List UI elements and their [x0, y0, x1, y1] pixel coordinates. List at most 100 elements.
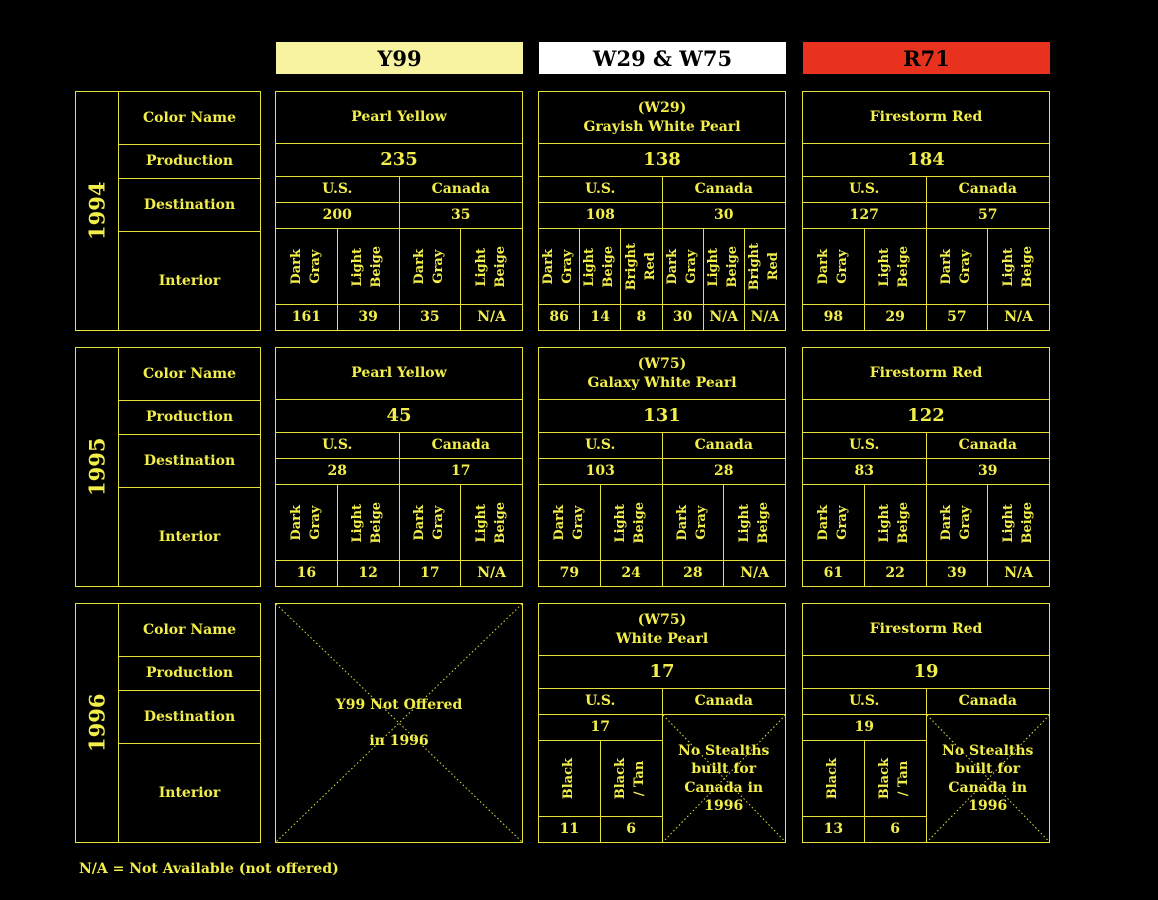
- canada-not-built-cell: No Stealths built for Canada in 1996: [662, 715, 786, 842]
- interior-count: 98: [803, 305, 864, 330]
- dest-us-label: U.S.: [803, 689, 926, 714]
- interior-name: Light Beige: [877, 501, 912, 544]
- interior-name: Light Beige: [473, 501, 508, 544]
- interior-cell: Black: [539, 741, 600, 816]
- dest-us-count: 127: [803, 203, 926, 228]
- interior-count: 30: [662, 305, 703, 330]
- header-w29-w75: W29 & W75: [539, 42, 786, 74]
- interior-cell: Light Beige: [600, 485, 662, 560]
- dest-us-count: 19: [803, 715, 926, 740]
- row-label-destination: Destination: [119, 179, 260, 231]
- production-count: 184: [803, 144, 1049, 176]
- color-panel: Y99 Not Offered in 1996: [275, 603, 523, 843]
- year-block-labels: 1994 Color Name Production Destination Inter…: [75, 91, 261, 331]
- interior-name: Dark Gray: [551, 504, 586, 541]
- dest-us-count: 103: [539, 459, 662, 484]
- interior-cell: Light Beige: [864, 485, 926, 560]
- interior-count: 13: [803, 817, 864, 842]
- interior-count: 57: [926, 305, 988, 330]
- interior-cell: Dark Gray: [276, 485, 337, 560]
- interior-name: Light Beige: [1000, 245, 1035, 288]
- row-label-color-name: Color Name: [119, 92, 260, 144]
- interior-name: Dark Gray: [939, 248, 973, 285]
- cross-out-mark: [927, 715, 1050, 842]
- interior-count: N/A: [461, 561, 522, 586]
- interior-cell: Light Beige: [988, 229, 1049, 304]
- interior-name: Bright Red: [623, 242, 658, 291]
- dest-us-count: 28: [276, 459, 399, 484]
- canada-not-built-cell: No Stealths built for Canada in 1996: [926, 715, 1050, 842]
- interior-count: 28: [662, 561, 724, 586]
- production-count: 17: [539, 656, 785, 688]
- interior-count: N/A: [744, 305, 785, 330]
- dest-canada-label: Canada: [662, 177, 785, 202]
- interior-cell: Light Beige: [337, 229, 399, 304]
- interior-cell: Dark Gray: [399, 229, 461, 304]
- dest-us-label: U.S.: [539, 689, 662, 714]
- year-block-labels: 1995 Color Name Production Destination Inter…: [75, 347, 261, 587]
- legend-note: N/A = Not Available (not offered): [79, 861, 339, 877]
- dest-us-label: U.S.: [803, 177, 926, 202]
- interior-cell: Dark Gray: [539, 485, 600, 560]
- interior-cell: Black / Tan: [864, 741, 926, 816]
- interior-count: 79: [539, 561, 600, 586]
- interior-count: 6: [600, 817, 662, 842]
- not-offered-cell: Y99 Not Offered in 1996: [276, 604, 522, 842]
- production-count: 131: [539, 400, 785, 432]
- cross-out-mark: [276, 604, 522, 842]
- row-label-production: Production: [119, 145, 260, 178]
- dest-canada-label: Canada: [926, 433, 1049, 458]
- color-panel: Firestorm Red 122 U.S. Canada 83 39 Dark Gray 6…: [802, 347, 1050, 587]
- interior-count: 39: [926, 561, 988, 586]
- row-label-interior: Interior: [119, 488, 260, 586]
- interior-cell: Light Beige: [461, 485, 522, 560]
- interior-cell: Light Beige: [724, 485, 785, 560]
- interior-name: Black: [560, 757, 576, 800]
- interior-name: Light Beige: [705, 245, 740, 288]
- interior-count: 16: [276, 561, 337, 586]
- color-panel: (W75) Galaxy White Pearl 131 U.S. Canada 103…: [538, 347, 786, 587]
- color-panel: Firestorm Red 184 U.S. Canada 127 57 Dark Gray…: [802, 91, 1050, 331]
- interior-cell: Black: [803, 741, 864, 816]
- interior-name: Dark Gray: [288, 504, 323, 541]
- row-label-production: Production: [119, 401, 260, 434]
- color-panel: (W75) White Pearl 17 U.S. Canada 17 No Stealt…: [538, 603, 786, 843]
- interior-cell: Bright Red: [744, 229, 785, 304]
- interior-name: Light Beige: [736, 501, 771, 544]
- interior-count: 11: [539, 817, 600, 842]
- interior-name: Dark Gray: [939, 504, 973, 541]
- dest-us-label: U.S.: [803, 433, 926, 458]
- dest-canada-count: 57: [926, 203, 1049, 228]
- interior-count: N/A: [988, 561, 1049, 586]
- interior-name: Light Beige: [613, 501, 648, 544]
- production-count: 138: [539, 144, 785, 176]
- color-panel: (W29) Grayish White Pearl 138 U.S. Canada 10…: [538, 91, 786, 331]
- canada-not-built-note: No Stealths built for Canada in 1996: [942, 743, 1034, 814]
- interior-count: 8: [621, 305, 662, 330]
- interior-cell: Dark Gray: [803, 229, 864, 304]
- cross-out-mark: [663, 715, 786, 842]
- year-label: 1994: [76, 92, 118, 330]
- color-name: Firestorm Red: [803, 348, 1049, 399]
- interior-cell: Light Beige: [461, 229, 522, 304]
- row-label-interior: Interior: [119, 744, 260, 842]
- interior-cell: Dark Gray: [926, 229, 988, 304]
- interior-name: Bright Red: [747, 242, 781, 291]
- interior-name: Light Beige: [350, 501, 385, 544]
- interior-cell: Light Beige: [988, 485, 1049, 560]
- color-name: (W29) Grayish White Pearl: [539, 92, 785, 143]
- production-count: 19: [803, 656, 1049, 688]
- dest-us-label: U.S.: [276, 177, 399, 202]
- interior-count: 12: [337, 561, 399, 586]
- color-name: (W75) Galaxy White Pearl: [539, 348, 785, 399]
- interior-count: 24: [600, 561, 662, 586]
- interior-cell: Light Beige: [703, 229, 744, 304]
- dest-canada-label: Canada: [926, 177, 1049, 202]
- interior-name: Light Beige: [877, 245, 912, 288]
- dest-canada-label: Canada: [399, 177, 522, 202]
- interior-count: 35: [399, 305, 461, 330]
- dest-us-label: U.S.: [539, 433, 662, 458]
- interior-count: N/A: [703, 305, 744, 330]
- interior-name: Black / Tan: [613, 757, 648, 800]
